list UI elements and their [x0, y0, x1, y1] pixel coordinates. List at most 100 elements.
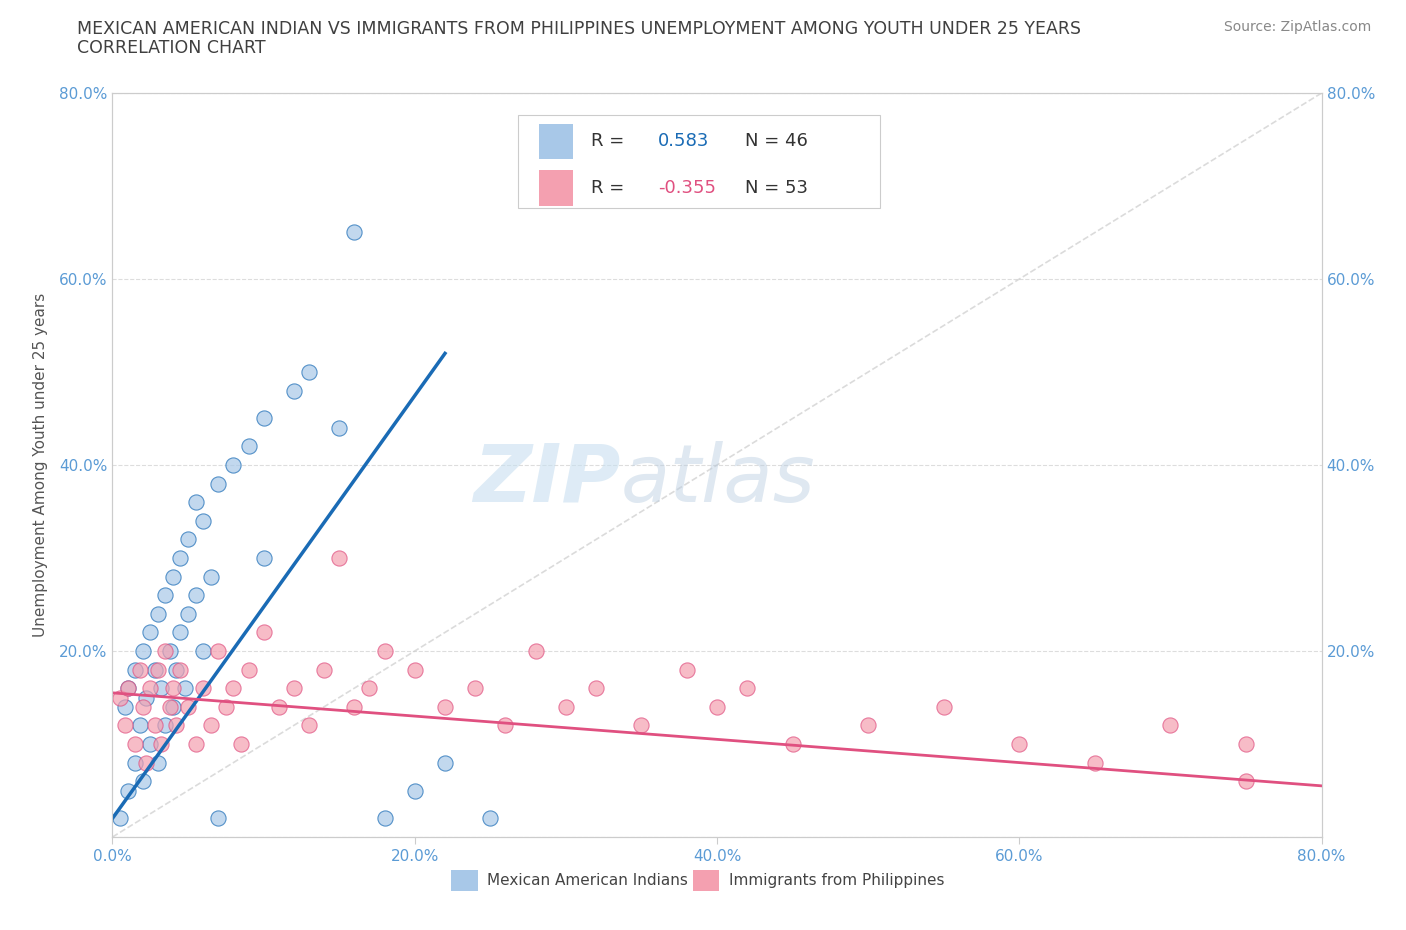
Point [479, 811, 502, 826]
Point [267, 699, 290, 714]
Point [253, 551, 276, 565]
Point [117, 681, 139, 696]
Text: Immigrants from Philippines: Immigrants from Philippines [730, 872, 945, 887]
Point [433, 699, 456, 714]
Point [132, 774, 155, 789]
Point [229, 737, 252, 751]
Point [374, 811, 396, 826]
Point [149, 681, 172, 696]
Point [314, 662, 336, 677]
Point [524, 644, 547, 658]
Point [328, 420, 350, 435]
Point [143, 662, 166, 677]
Point [207, 811, 229, 826]
Point [298, 718, 321, 733]
Point [146, 606, 169, 621]
Point [630, 718, 652, 733]
Point [191, 644, 214, 658]
Text: R =: R = [592, 132, 630, 151]
Point [139, 681, 162, 696]
Point [108, 690, 131, 705]
Text: Mexican American Indians: Mexican American Indians [488, 872, 688, 887]
Point [706, 699, 728, 714]
Point [177, 699, 200, 714]
Point [162, 699, 184, 714]
Point [124, 662, 146, 677]
Point [200, 569, 222, 584]
Point [433, 755, 456, 770]
Point [124, 755, 146, 770]
Point [207, 644, 229, 658]
Y-axis label: Unemployment Among Youth under 25 years: Unemployment Among Youth under 25 years [32, 293, 48, 637]
FancyBboxPatch shape [540, 124, 574, 159]
Point [782, 737, 804, 751]
Point [169, 662, 191, 677]
FancyBboxPatch shape [540, 170, 574, 206]
Point [143, 718, 166, 733]
Point [165, 662, 187, 677]
Point [207, 476, 229, 491]
Point [108, 811, 131, 826]
Point [404, 783, 426, 798]
Point [404, 662, 426, 677]
Point [114, 699, 136, 714]
Point [554, 699, 576, 714]
FancyBboxPatch shape [517, 115, 880, 208]
Point [149, 737, 172, 751]
Point [135, 690, 157, 705]
Point [159, 644, 181, 658]
Point [359, 681, 381, 696]
Point [184, 588, 207, 603]
Point [298, 365, 321, 379]
Point [177, 606, 200, 621]
Point [191, 681, 214, 696]
FancyBboxPatch shape [693, 870, 720, 891]
Point [1234, 774, 1257, 789]
Point [253, 625, 276, 640]
Point [155, 588, 177, 603]
Point [128, 662, 150, 677]
Text: Source: ZipAtlas.com: Source: ZipAtlas.com [1223, 20, 1371, 34]
Text: N = 53: N = 53 [745, 179, 808, 197]
Point [737, 681, 759, 696]
Point [155, 718, 177, 733]
Point [184, 737, 207, 751]
Point [343, 699, 366, 714]
Point [169, 551, 191, 565]
Point [159, 699, 181, 714]
Point [169, 625, 191, 640]
Point [114, 718, 136, 733]
Point [856, 718, 880, 733]
Point [675, 662, 697, 677]
Point [1234, 737, 1257, 751]
Point [222, 458, 245, 472]
Text: atlas: atlas [620, 441, 815, 519]
Point [495, 718, 517, 733]
Point [117, 783, 139, 798]
Point [200, 718, 222, 733]
Point [283, 681, 305, 696]
Point [253, 411, 276, 426]
Point [585, 681, 607, 696]
Point [1008, 737, 1031, 751]
Point [374, 644, 396, 658]
Point [146, 662, 169, 677]
Point [128, 718, 150, 733]
Point [464, 681, 486, 696]
Point [328, 551, 350, 565]
Text: 0.583: 0.583 [658, 132, 709, 151]
Point [162, 569, 184, 584]
Point [215, 699, 238, 714]
Text: -0.355: -0.355 [658, 179, 716, 197]
Point [155, 644, 177, 658]
Point [124, 737, 146, 751]
Point [177, 532, 200, 547]
Text: MEXICAN AMERICAN INDIAN VS IMMIGRANTS FROM PHILIPPINES UNEMPLOYMENT AMONG YOUTH : MEXICAN AMERICAN INDIAN VS IMMIGRANTS FR… [77, 20, 1081, 38]
Point [132, 699, 155, 714]
Point [135, 755, 157, 770]
Point [222, 681, 245, 696]
Point [191, 513, 214, 528]
Text: CORRELATION CHART: CORRELATION CHART [77, 39, 266, 57]
Point [1159, 718, 1181, 733]
Point [132, 644, 155, 658]
